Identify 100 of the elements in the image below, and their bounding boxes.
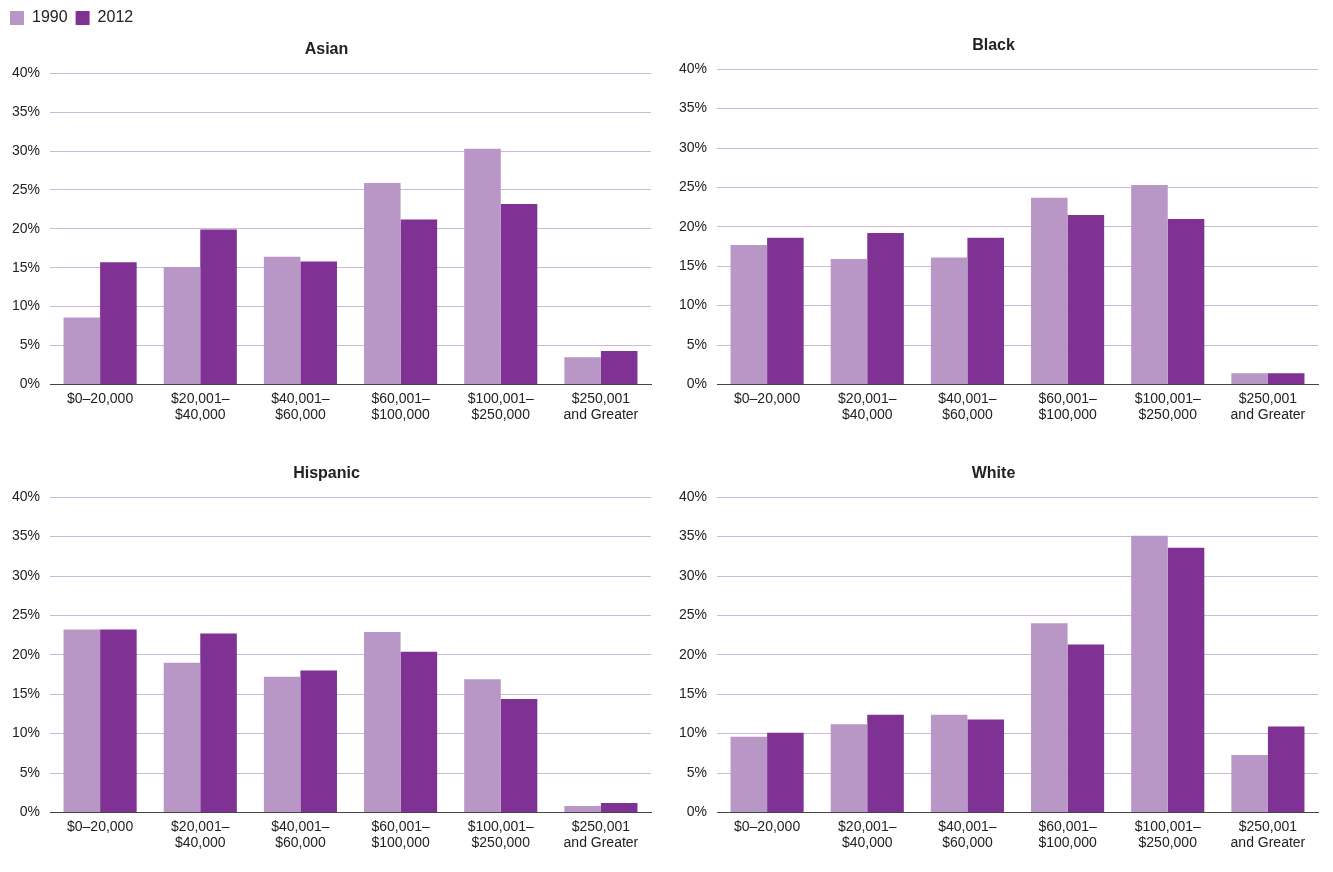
y-tick-label: 15%	[11, 258, 41, 275]
chart-title: Hispanic	[293, 464, 360, 482]
x-tick-label: $0–20,000	[734, 389, 801, 406]
bar	[300, 670, 337, 812]
y-tick-label: 20%	[11, 645, 41, 662]
bar	[400, 651, 438, 812]
y-tick-label: 40%	[678, 60, 708, 77]
y-tick-label: 15%	[678, 685, 708, 702]
x-tick-label: $60,001–$100,000	[1038, 817, 1097, 851]
x-tick-label: $100,001–$250,000	[467, 389, 535, 423]
bar	[1267, 373, 1305, 384]
y-tick-label: 0%	[686, 375, 708, 392]
bar	[300, 261, 337, 384]
y-tick-label: 30%	[11, 566, 41, 583]
bar	[500, 203, 538, 384]
bar	[464, 148, 501, 384]
y-tick-label: 5%	[19, 336, 41, 353]
bar	[1031, 197, 1068, 384]
x-tick-label: $250,001 and Greater	[563, 817, 639, 851]
bar	[967, 237, 1004, 384]
bar	[564, 806, 601, 812]
bar	[464, 679, 501, 812]
bar	[400, 219, 438, 384]
x-tick-label: $40,001–$60,000	[938, 817, 997, 851]
bar	[100, 629, 137, 812]
y-tick-label: 0%	[19, 375, 41, 392]
y-tick-label: 15%	[11, 685, 41, 702]
x-tick-label: $40,001–$60,000	[938, 389, 997, 423]
x-tick-label: $250,001 and Greater	[563, 389, 639, 423]
bar	[1267, 726, 1305, 812]
bar	[930, 714, 968, 812]
y-tick-label: 40%	[11, 488, 41, 505]
y-tick-label: 0%	[19, 803, 41, 820]
bar	[500, 698, 538, 812]
bar	[730, 736, 768, 812]
bar	[100, 262, 137, 384]
legend-label: 2012	[97, 8, 134, 26]
y-tick-label: 5%	[19, 763, 41, 780]
bar	[930, 257, 968, 384]
y-tick-label: 10%	[11, 724, 41, 741]
y-tick-label: 20%	[678, 645, 708, 662]
y-tick-label: 5%	[686, 763, 708, 780]
bar	[867, 233, 904, 384]
y-tick-label: 10%	[678, 296, 708, 313]
bar	[263, 256, 301, 384]
bar	[1167, 218, 1205, 384]
y-tick-label: 30%	[678, 566, 708, 583]
x-tick-label: $20,001–$40,000	[838, 389, 897, 423]
y-tick-label: 35%	[678, 99, 708, 116]
bar	[63, 317, 101, 384]
y-tick-label: 25%	[678, 606, 708, 623]
y-tick-label: 25%	[11, 180, 41, 197]
y-tick-label: 35%	[11, 102, 41, 119]
bar	[600, 350, 638, 384]
y-tick-label: 25%	[11, 606, 41, 623]
bar	[1067, 644, 1105, 812]
y-tick-label: 20%	[11, 219, 41, 236]
y-tick-label: 30%	[678, 138, 708, 155]
x-tick-label: $0–20,000	[67, 389, 134, 406]
bar	[967, 719, 1004, 812]
x-tick-label: $100,001–$250,000	[1134, 389, 1202, 423]
bar	[1231, 373, 1268, 384]
y-tick-label: 20%	[678, 217, 708, 234]
y-tick-label: 35%	[11, 527, 41, 544]
bar	[200, 229, 237, 384]
bar	[600, 802, 638, 812]
y-tick-label: 35%	[678, 527, 708, 544]
y-tick-label: 15%	[678, 257, 708, 274]
x-tick-label: $20,001–$40,000	[171, 389, 230, 423]
chart-title: Asian	[304, 40, 349, 58]
bar	[364, 182, 401, 384]
y-tick-label: 10%	[11, 297, 41, 314]
legend-label: 1990	[32, 8, 68, 26]
x-tick-label: $250,001 and Greater	[1230, 389, 1306, 423]
bar	[1067, 214, 1105, 384]
bar	[1167, 547, 1205, 812]
x-tick-label: $0–20,000	[67, 817, 134, 834]
bar	[364, 631, 401, 812]
bar	[163, 662, 201, 812]
y-tick-label: 10%	[678, 724, 708, 741]
bar	[1131, 535, 1168, 812]
bar	[867, 714, 904, 812]
bar	[564, 357, 601, 384]
x-tick-label: $20,001–$40,000	[171, 817, 230, 851]
x-tick-label: $20,001–$40,000	[838, 817, 897, 851]
bar	[767, 237, 804, 384]
bar	[830, 724, 868, 812]
x-tick-label: $100,001–$250,000	[1134, 817, 1202, 851]
x-tick-label: $60,001–$100,000	[371, 817, 430, 851]
y-tick-label: 25%	[678, 178, 708, 195]
x-tick-label: $60,001–$100,000	[371, 389, 430, 423]
x-tick-label: $40,001–$60,000	[271, 389, 330, 423]
chart-title: White	[971, 464, 1016, 482]
bar	[1231, 754, 1268, 812]
bar	[730, 244, 768, 384]
bar	[263, 676, 301, 812]
bar	[767, 732, 804, 812]
y-tick-label: 30%	[11, 141, 41, 158]
bar	[163, 266, 201, 384]
bar	[1131, 185, 1168, 384]
